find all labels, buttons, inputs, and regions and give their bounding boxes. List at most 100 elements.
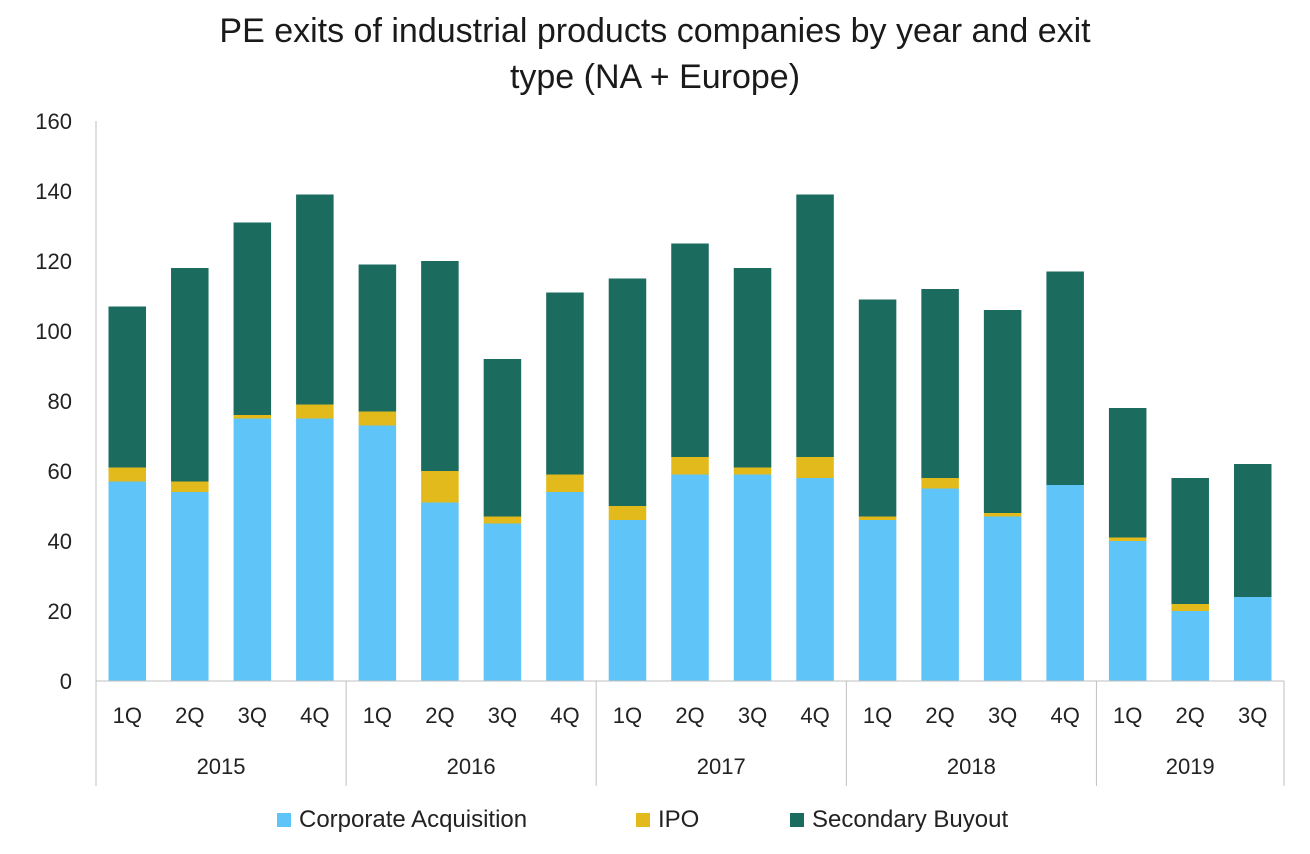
bar-ipo-6 bbox=[421, 471, 459, 503]
bar-secondary-buyout-17 bbox=[1108, 408, 1147, 538]
bar-corporate-acquisition-9 bbox=[608, 520, 647, 681]
bar-secondary-buyout-10 bbox=[671, 243, 709, 457]
bar-secondary-buyout-3 bbox=[233, 222, 272, 415]
x-tick-label: 3Q bbox=[988, 703, 1017, 728]
bar-corporate-acquisition-11 bbox=[733, 474, 772, 681]
y-tick-label: 20 bbox=[48, 599, 72, 624]
bar-corporate-acquisition-5 bbox=[358, 425, 397, 681]
bar-secondary-buyout-8 bbox=[546, 292, 584, 475]
legend-label-secondary-buyout: Secondary Buyout bbox=[812, 806, 1009, 833]
bar-corporate-acquisition-4 bbox=[296, 418, 334, 681]
bar-secondary-buyout-15 bbox=[983, 310, 1022, 513]
bar-secondary-buyout-13 bbox=[858, 299, 897, 517]
bar-corporate-acquisition-10 bbox=[671, 474, 709, 681]
y-tick-label: 80 bbox=[48, 389, 72, 414]
chart-title: PE exits of industrial products companie… bbox=[0, 8, 1310, 100]
x-tick-label: 3Q bbox=[738, 703, 767, 728]
bar-ipo-18 bbox=[1171, 604, 1209, 611]
bar-corporate-acquisition-13 bbox=[858, 520, 897, 681]
bar-ipo-8 bbox=[546, 474, 584, 492]
x-tick-label: 3Q bbox=[1238, 703, 1267, 728]
bar-corporate-acquisition-18 bbox=[1171, 611, 1209, 681]
x-tick-label: 4Q bbox=[1050, 703, 1079, 728]
x-tick-label: 3Q bbox=[488, 703, 517, 728]
x-tick-label: 1Q bbox=[863, 703, 892, 728]
bar-secondary-buyout-16 bbox=[1046, 271, 1084, 485]
bar-corporate-acquisition-2 bbox=[171, 492, 209, 681]
bar-ipo-14 bbox=[921, 478, 959, 489]
y-tick-label: 60 bbox=[48, 459, 72, 484]
x-group-label-2015: 2015 bbox=[197, 754, 246, 779]
bar-secondary-buyout-9 bbox=[608, 278, 647, 506]
bar-corporate-acquisition-16 bbox=[1046, 485, 1084, 681]
x-tick-label: 4Q bbox=[800, 703, 829, 728]
x-tick-label: 2Q bbox=[175, 703, 204, 728]
bar-ipo-4 bbox=[296, 404, 334, 419]
bar-ipo-15 bbox=[983, 513, 1022, 517]
bar-corporate-acquisition-14 bbox=[921, 488, 959, 681]
bar-corporate-acquisition-15 bbox=[983, 516, 1022, 681]
bar-corporate-acquisition-6 bbox=[421, 502, 459, 681]
bar-secondary-buyout-19 bbox=[1233, 464, 1272, 597]
legend-label-ipo: IPO bbox=[658, 806, 700, 833]
bar-corporate-acquisition-17 bbox=[1108, 541, 1147, 681]
legend-item-corporate-acquisition: Corporate Acquisition bbox=[277, 806, 527, 834]
bar-ipo-1 bbox=[108, 467, 147, 482]
x-tick-label: 4Q bbox=[550, 703, 579, 728]
bar-ipo-10 bbox=[671, 457, 709, 475]
bar-secondary-buyout-5 bbox=[358, 264, 397, 412]
x-group-label-2017: 2017 bbox=[697, 754, 746, 779]
y-tick-label: 0 bbox=[60, 669, 72, 694]
y-tick-label: 160 bbox=[35, 109, 72, 134]
legend-swatch-corporate-acquisition bbox=[277, 813, 291, 827]
bar-secondary-buyout-12 bbox=[796, 194, 834, 457]
y-tick-label: 100 bbox=[35, 319, 72, 344]
bar-ipo-5 bbox=[358, 411, 397, 426]
bar-secondary-buyout-6 bbox=[421, 261, 459, 471]
bar-secondary-buyout-7 bbox=[483, 359, 522, 517]
x-group-label-2019: 2019 bbox=[1166, 754, 1215, 779]
y-tick-label: 140 bbox=[35, 179, 72, 204]
bar-secondary-buyout-1 bbox=[108, 306, 147, 468]
bar-ipo-11 bbox=[733, 467, 772, 475]
bar-corporate-acquisition-3 bbox=[233, 418, 272, 681]
legend-swatch-ipo bbox=[636, 813, 650, 827]
chart-legend: Corporate Acquisition IPO Secondary Buyo… bbox=[0, 806, 1310, 842]
bar-secondary-buyout-18 bbox=[1171, 478, 1209, 604]
bar-corporate-acquisition-12 bbox=[796, 478, 834, 681]
bar-corporate-acquisition-19 bbox=[1233, 597, 1272, 681]
bar-ipo-13 bbox=[858, 516, 897, 520]
x-tick-label: 4Q bbox=[300, 703, 329, 728]
bar-ipo-3 bbox=[233, 415, 272, 419]
legend-item-secondary-buyout: Secondary Buyout bbox=[790, 806, 1008, 834]
stacked-bar-chart: 0 20 40 60 80 100 120 140 160 1Q 2Q 3Q 4Q 1Q 2Q 3Q 4Q 1Q 2… bbox=[35, 109, 1285, 786]
bar-secondary-buyout-2 bbox=[171, 268, 209, 482]
x-group-label-2016: 2016 bbox=[447, 754, 496, 779]
bar-ipo-17 bbox=[1108, 537, 1147, 541]
bar-ipo-7 bbox=[483, 516, 522, 524]
x-tick-label: 2Q bbox=[425, 703, 454, 728]
x-group-label-2018: 2018 bbox=[947, 754, 996, 779]
x-tick-label: 1Q bbox=[613, 703, 642, 728]
bar-ipo-12 bbox=[796, 457, 834, 478]
x-tick-label: 3Q bbox=[238, 703, 267, 728]
chart-title-line-2: type (NA + Europe) bbox=[509, 58, 801, 96]
y-tick-label: 40 bbox=[48, 529, 72, 554]
bar-ipo-2 bbox=[171, 481, 209, 492]
legend-swatch-secondary-buyout bbox=[790, 813, 804, 827]
x-tick-label: 2Q bbox=[1176, 703, 1205, 728]
bar-secondary-buyout-14 bbox=[921, 289, 959, 478]
legend-label-corporate-acquisition: Corporate Acquisition bbox=[299, 806, 528, 833]
x-tick-label: 1Q bbox=[113, 703, 142, 728]
chart-title-line-1: PE exits of industrial products companie… bbox=[219, 12, 1091, 50]
bar-corporate-acquisition-1 bbox=[108, 481, 147, 681]
x-tick-label: 2Q bbox=[925, 703, 954, 728]
legend-item-ipo: IPO bbox=[636, 806, 699, 834]
bar-secondary-buyout-11 bbox=[733, 268, 772, 468]
x-tick-label: 1Q bbox=[363, 703, 392, 728]
x-tick-label: 1Q bbox=[1113, 703, 1142, 728]
bar-ipo-9 bbox=[608, 506, 647, 520]
y-tick-label: 120 bbox=[35, 249, 72, 274]
bar-corporate-acquisition-8 bbox=[546, 492, 584, 681]
bar-corporate-acquisition-7 bbox=[483, 523, 522, 681]
